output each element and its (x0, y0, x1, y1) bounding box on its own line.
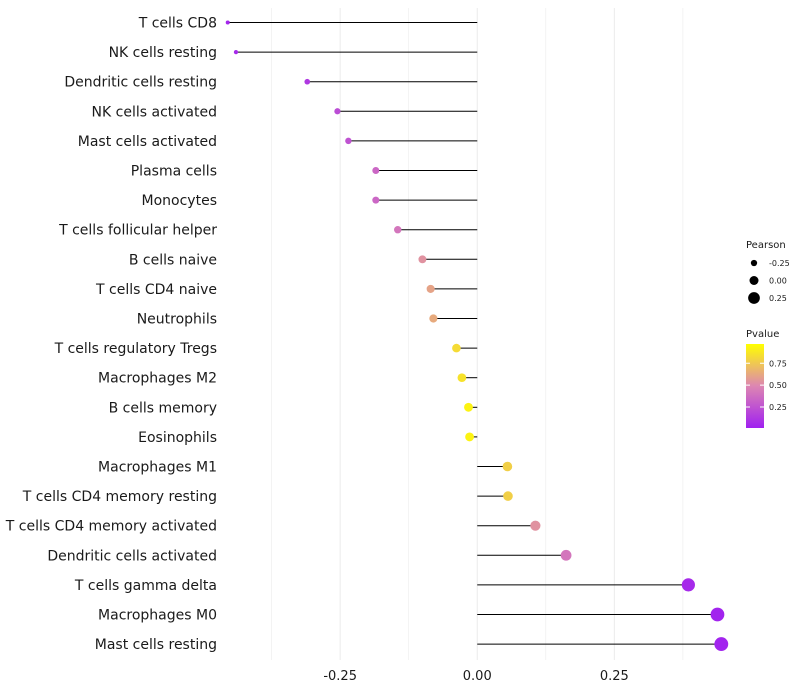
category-label: Mast cells resting (95, 637, 217, 653)
category-label: Neutrophils (137, 312, 217, 328)
category-label: Monocytes (142, 193, 217, 209)
category-label: T cells regulatory Tregs (54, 341, 217, 357)
category-label: T cells gamma delta (74, 578, 217, 594)
size-legend-key (750, 259, 758, 267)
lollipop-point (457, 373, 467, 383)
category-label: Macrophages M0 (98, 608, 217, 624)
size-legend-key (748, 292, 760, 304)
lollipop-point (502, 461, 513, 472)
lollipop-point (372, 196, 380, 204)
segment-layer (227, 22, 722, 645)
color-legend-bar (746, 344, 764, 428)
category-label: NK cells resting (109, 45, 217, 61)
lollipop-point (465, 432, 475, 442)
lollipop-point (372, 167, 380, 174)
size-legend-label: 0.25 (769, 294, 787, 303)
category-label: Dendritic cells activated (47, 548, 217, 564)
color-legend: Pvalue 0.75 0.50 0.25 (746, 329, 787, 428)
category-label: Dendritic cells resting (64, 75, 217, 91)
lollipop-point (681, 578, 695, 592)
lollipop-point (225, 20, 230, 25)
size-legend: Pearson -0.25 0.00 0.25 (746, 240, 790, 304)
color-legend-label: 0.25 (769, 403, 787, 412)
lollipop-point (429, 314, 438, 323)
color-legend-label: 0.75 (769, 359, 787, 368)
category-label: T cells follicular helper (58, 223, 217, 239)
lollipop-point (464, 402, 473, 412)
size-legend-label: -0.25 (769, 259, 790, 268)
lollipop-point (418, 255, 427, 264)
x-tick-label: -0.25 (323, 669, 357, 684)
category-label: Eosinophils (138, 430, 217, 446)
color-legend-title: Pvalue (746, 329, 779, 340)
category-labels: T cells CD8 NK cells resting Dendritic cel… (5, 16, 217, 654)
category-label: B cells memory (109, 400, 217, 416)
color-legend-label: 0.50 (769, 381, 787, 390)
grid-layer (271, 8, 684, 660)
lollipop-point (530, 520, 541, 531)
x-axis-ticks: -0.25 0.00 0.25 (323, 669, 628, 684)
x-tick-label: 0.00 (463, 669, 492, 684)
category-label: NK cells activated (92, 104, 217, 120)
category-label: B cells naive (129, 252, 217, 268)
lollipop-point (714, 637, 729, 652)
category-label: T cells CD4 naive (95, 282, 217, 298)
category-label: T cells CD4 memory resting (22, 489, 217, 505)
lollipop-point (452, 343, 461, 353)
lollipop-point (304, 78, 311, 85)
size-legend-title: Pearson (746, 240, 786, 251)
lollipop-point (394, 225, 402, 234)
lollipop-point (710, 607, 725, 622)
lollipop-point (345, 137, 352, 145)
category-label: T cells CD8 (138, 16, 217, 32)
category-label: Macrophages M1 (98, 460, 217, 476)
lollipop-point (334, 108, 341, 115)
lollipop-point (426, 284, 435, 293)
category-label: Mast cells activated (78, 134, 217, 150)
lollipop-point (560, 549, 572, 561)
size-legend-label: 0.00 (769, 277, 787, 286)
point-layer (225, 20, 729, 652)
category-label: Macrophages M2 (98, 371, 217, 387)
x-tick-label: 0.25 (600, 669, 629, 684)
lollipop-point (503, 491, 513, 501)
category-label: Plasma cells (131, 164, 217, 180)
size-legend-key (749, 276, 759, 285)
category-label: T cells CD4 memory activated (5, 519, 217, 535)
lollipop-point (233, 49, 239, 55)
